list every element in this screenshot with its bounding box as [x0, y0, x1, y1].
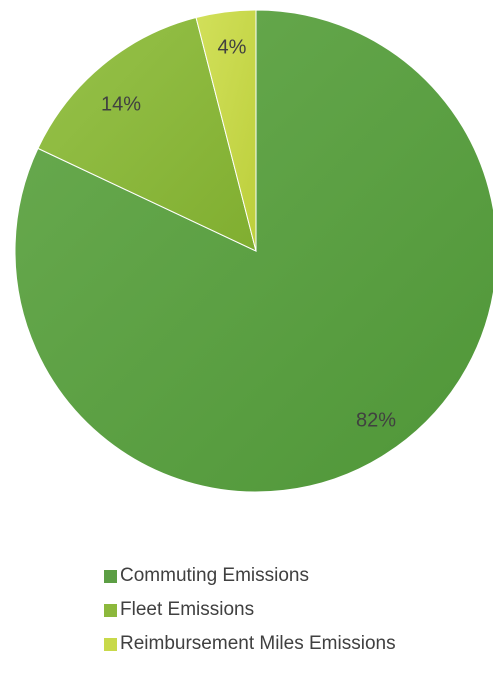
legend-label: Reimbursement Miles Emissions	[120, 633, 396, 654]
legend-swatch	[104, 637, 117, 651]
legend-label: Commuting Emissions	[120, 565, 309, 586]
pie-slice-commuting-emissions	[14, 9, 493, 493]
legend-item-reimbursement-miles-emissions: Reimbursement Miles Emissions	[104, 633, 396, 654]
legend-swatch	[104, 603, 117, 617]
legend-item-commuting-emissions: Commuting Emissions	[104, 565, 396, 586]
chart-legend: Commuting Emissions Fleet Emissions Reimbu…	[104, 565, 396, 668]
data-label-fleet-emissions: 14%	[101, 93, 141, 115]
data-label-reimbursement-miles-emissions: 4%	[218, 36, 247, 58]
legend-swatch	[104, 569, 117, 583]
legend-item-fleet-emissions: Fleet Emissions	[104, 599, 396, 620]
data-label-commuting-emissions: 82%	[356, 409, 396, 431]
pie-slice-fleet-emissions	[37, 16, 257, 252]
pie-svg: 82% 14% 4%	[14, 9, 493, 493]
pie-slice-reimbursement-miles-emissions	[195, 9, 257, 252]
legend-label: Fleet Emissions	[120, 599, 255, 620]
